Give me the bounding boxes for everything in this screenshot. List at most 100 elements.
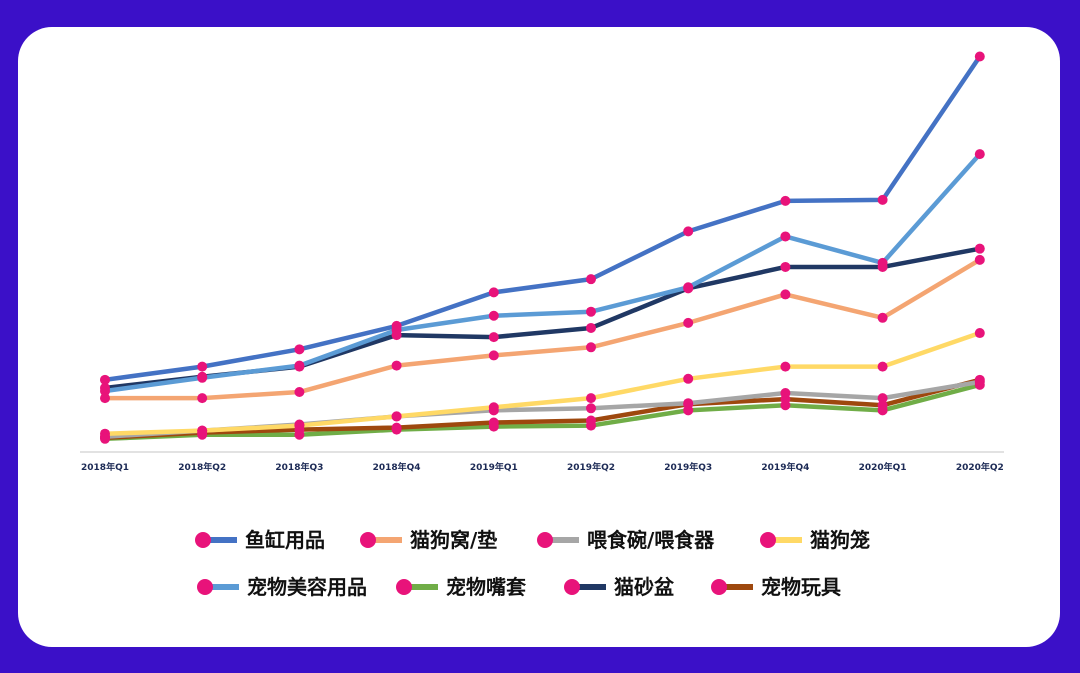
data-point <box>197 429 208 440</box>
data-point <box>488 287 499 298</box>
data-point <box>197 393 208 404</box>
data-point <box>197 371 208 382</box>
data-point <box>877 361 888 372</box>
x-tick-label: 2019年Q2 <box>567 461 615 473</box>
data-point <box>586 403 596 414</box>
x-tick-label: 2018年Q3 <box>275 461 323 473</box>
legend-line-swatch <box>576 584 606 590</box>
legend-label: 宠物美容用品 <box>247 575 367 599</box>
legend-item: 猫狗窝/垫 <box>360 528 497 552</box>
data-point <box>100 393 110 404</box>
data-point <box>780 361 791 372</box>
data-point <box>197 361 208 372</box>
x-tick-label: 2019年Q1 <box>470 461 518 473</box>
data-point <box>780 231 791 242</box>
data-point <box>877 194 888 205</box>
data-point <box>780 195 791 206</box>
data-point <box>294 361 305 372</box>
data-point <box>391 360 402 371</box>
data-point <box>877 312 888 323</box>
data-point <box>586 274 596 285</box>
data-point <box>391 411 402 422</box>
data-point <box>100 382 110 393</box>
data-point <box>488 405 499 416</box>
legend-item: 宠物嘴套 <box>396 575 526 599</box>
legend-line-swatch <box>772 537 802 543</box>
data-point <box>780 289 791 300</box>
x-tick-label: 2019年Q3 <box>664 461 712 473</box>
series-line <box>102 151 983 394</box>
data-point <box>974 243 985 254</box>
data-point <box>683 317 694 328</box>
legend-label: 宠物嘴套 <box>446 575 526 599</box>
data-point <box>294 429 305 440</box>
data-point <box>391 424 402 435</box>
legend-item: 宠物玩具 <box>711 575 841 599</box>
series-line <box>102 382 983 442</box>
data-point <box>683 283 694 294</box>
x-tick-label: 2018年Q2 <box>178 461 226 473</box>
series-line <box>102 330 983 436</box>
legend-marker <box>396 579 412 595</box>
legend-marker <box>195 532 211 548</box>
data-point <box>294 387 305 398</box>
legend-line-swatch <box>209 584 239 590</box>
x-tick-label: 2020年Q2 <box>956 461 1004 473</box>
legend-item: 喂食碗/喂食器 <box>537 528 715 552</box>
legend-marker <box>360 532 376 548</box>
legend-line-swatch <box>207 537 237 543</box>
legend-line-swatch <box>372 537 402 543</box>
data-point <box>877 405 888 416</box>
data-point <box>586 420 596 431</box>
legend-line-swatch <box>408 584 438 590</box>
data-point <box>488 350 499 361</box>
legend-item: 宠物美容用品 <box>197 575 367 599</box>
legend-marker <box>564 579 580 595</box>
data-point <box>974 328 985 339</box>
legend-label: 猫狗笼 <box>810 528 870 552</box>
x-tick-label: 2020年Q1 <box>859 461 907 473</box>
data-point <box>294 344 305 355</box>
legend-label: 猫狗窝/垫 <box>410 528 497 552</box>
series-lines <box>102 54 983 442</box>
data-point <box>488 421 499 432</box>
legend-marker <box>537 532 553 548</box>
data-point <box>974 254 985 265</box>
legend-marker <box>711 579 727 595</box>
legend-item: 猫砂盆 <box>564 575 675 599</box>
data-point <box>586 322 596 333</box>
data-point <box>974 149 985 160</box>
series-line <box>102 257 983 401</box>
data-point <box>974 51 985 62</box>
legend-line-swatch <box>549 537 579 543</box>
data-point <box>877 261 888 272</box>
x-tick-labels: 2018年Q1 2018年Q2 2018年Q3 2018年Q4 2019年Q1 2019年… <box>81 461 1004 473</box>
data-point <box>780 261 791 272</box>
data-point <box>488 310 499 321</box>
legend-item: 鱼缸用品 <box>195 528 325 552</box>
x-tick-label: 2018年Q4 <box>373 461 421 473</box>
legend-label: 鱼缸用品 <box>245 528 325 552</box>
data-point <box>391 330 402 341</box>
data-point <box>100 374 110 385</box>
data-point <box>586 393 596 404</box>
legend-marker <box>197 579 213 595</box>
data-point <box>683 405 694 416</box>
data-point <box>877 393 888 404</box>
data-point <box>974 379 985 390</box>
data-point <box>100 433 110 444</box>
data-point <box>586 342 596 353</box>
data-point <box>780 400 791 411</box>
legend-label: 猫砂盆 <box>614 575 675 599</box>
legend-marker <box>760 532 776 548</box>
data-point <box>586 306 596 317</box>
x-tick-label: 2018年Q1 <box>81 461 129 473</box>
legend-label: 喂食碗/喂食器 <box>587 528 715 552</box>
legend-item: 猫狗笼 <box>760 528 870 552</box>
x-tick-label: 2019年Q4 <box>761 461 809 473</box>
series-line <box>102 377 983 441</box>
series-line <box>102 54 983 383</box>
series-markers <box>100 51 985 444</box>
